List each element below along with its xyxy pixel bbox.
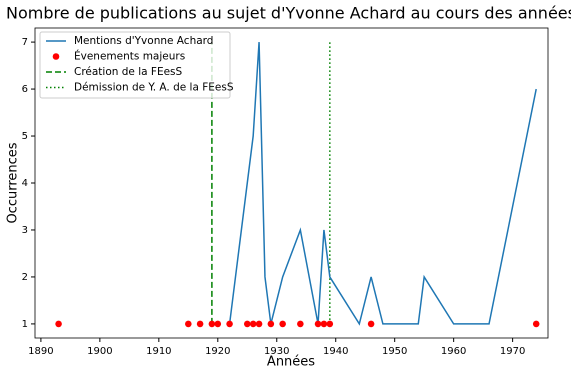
event-point bbox=[255, 320, 263, 328]
y-tick-label: 2 bbox=[22, 272, 28, 283]
legend-label: Mentions d'Yvonne Achard bbox=[74, 35, 213, 47]
event-point bbox=[185, 320, 192, 328]
chart-title: Nombre de publications au sujet d'Yvonne… bbox=[6, 4, 571, 23]
event-point bbox=[532, 320, 540, 328]
y-tick-label: 6 bbox=[22, 84, 28, 95]
event-point bbox=[196, 320, 204, 328]
x-tick-label: 1940 bbox=[323, 346, 348, 357]
legend: Mentions d'Yvonne Achard Évenements majeu… bbox=[39, 31, 234, 99]
line-series bbox=[228, 42, 537, 326]
event-point bbox=[226, 320, 233, 328]
event-point bbox=[55, 320, 62, 328]
y-tick-label: 1 bbox=[22, 319, 28, 330]
x-tick-label: 1950 bbox=[382, 346, 407, 357]
legend-label: Démission de Y. A. de la FEesS bbox=[74, 82, 234, 94]
x-tick-label: 1930 bbox=[264, 346, 289, 357]
legend-box bbox=[39, 31, 231, 99]
y-tick-label: 5 bbox=[22, 131, 28, 142]
event-point bbox=[297, 320, 304, 328]
x-tick-label: 1920 bbox=[205, 346, 230, 357]
x-tick-label: 1970 bbox=[500, 346, 525, 357]
x-tick-label: 1960 bbox=[441, 346, 466, 357]
x-tick-label: 1910 bbox=[146, 346, 171, 357]
axes-frame bbox=[34, 27, 549, 339]
event-point bbox=[326, 320, 334, 328]
legend-label: Création de la FEesS bbox=[74, 66, 183, 78]
event-point bbox=[208, 320, 216, 328]
x-tick-label: 1890 bbox=[28, 346, 53, 357]
event-point bbox=[214, 320, 222, 328]
event-point bbox=[243, 320, 251, 328]
event-point bbox=[314, 320, 322, 328]
legend-marker bbox=[52, 53, 60, 60]
event-point bbox=[267, 320, 275, 328]
x-axis-label: Années bbox=[267, 355, 315, 370]
legend-label: Évenements majeurs bbox=[74, 50, 185, 63]
x-tick-label: 1900 bbox=[87, 346, 112, 357]
event-point bbox=[320, 320, 328, 328]
y-tick-label: 4 bbox=[22, 178, 28, 189]
event-point bbox=[249, 320, 257, 328]
event-point bbox=[279, 320, 286, 328]
y-tick-label: 3 bbox=[22, 225, 28, 236]
event-point bbox=[367, 320, 375, 328]
y-tick-label: 7 bbox=[22, 37, 28, 48]
y-axis-label: Occurrences bbox=[6, 142, 21, 223]
